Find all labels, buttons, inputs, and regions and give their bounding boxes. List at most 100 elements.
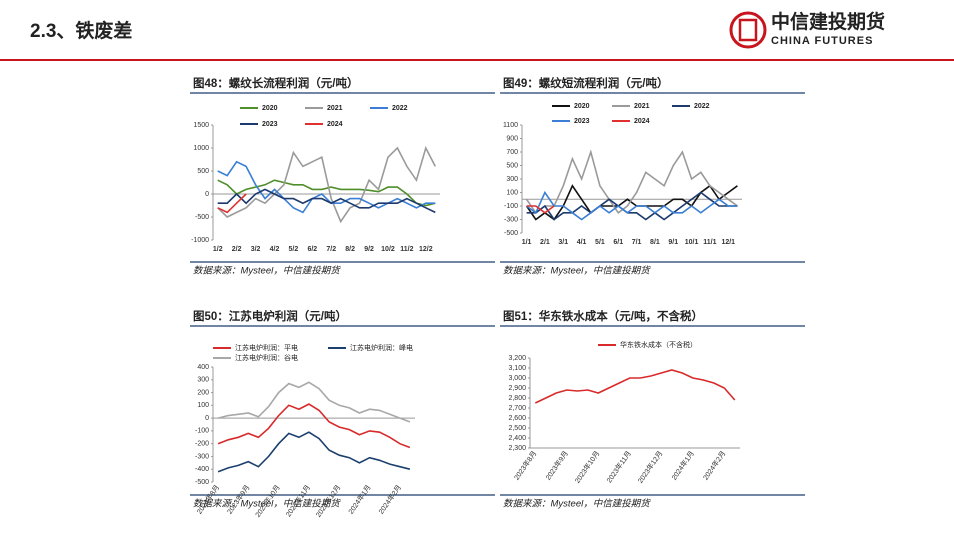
x-tick-label: 5/1: [595, 239, 605, 246]
logo: 中信建投期货 CHINA FUTURES: [729, 10, 885, 49]
legend-label: 2020: [262, 105, 278, 112]
x-tick-label: 2023年9月: [543, 449, 570, 482]
series-line: [525, 184, 738, 221]
legend-label: 2023: [574, 118, 590, 125]
y-tick-label: 2,700: [508, 405, 526, 412]
legend-label: 2024: [634, 118, 650, 125]
legend-label: 2024: [327, 121, 343, 128]
y-tick-label: 100: [197, 402, 209, 409]
x-tick-label: 2024年2月: [701, 449, 728, 482]
x-tick-label: 2024年1月: [346, 483, 373, 516]
series-line: [217, 381, 411, 423]
legend-label: 华东铁水成本（不含税）: [620, 340, 697, 349]
series-line: [526, 190, 738, 221]
y-tick-label: 2,800: [508, 395, 526, 402]
x-tick-label: 3/1: [558, 239, 568, 246]
x-tick-label: 1/2: [213, 246, 223, 253]
legend-label: 江苏电炉利润：峰电: [350, 343, 413, 352]
source: 数据来源：Mysteel，中信建投期货: [193, 498, 341, 510]
y-tick-label: 0: [205, 191, 209, 198]
x-tick-label: 7/1: [632, 239, 642, 246]
x-tick-label: 1/1: [522, 239, 532, 246]
x-tick-label: 12/2: [419, 246, 433, 253]
y-tick-label: 0: [205, 415, 209, 422]
x-tick-label: 5/2: [289, 246, 299, 253]
legend-label: 2020: [574, 103, 590, 110]
y-tick-label: 500: [197, 168, 209, 175]
y-tick-label: 3,200: [508, 355, 526, 362]
x-tick-label: 8/2: [345, 246, 355, 253]
logo-mark: [738, 18, 758, 42]
x-tick-label: 12/1: [721, 239, 735, 246]
y-tick-label: 900: [506, 135, 518, 142]
x-tick-label: 4/1: [577, 239, 587, 246]
y-tick-label: -300: [504, 216, 518, 223]
x-tick-label: 2/2: [232, 246, 242, 253]
x-tick-label: 7/2: [326, 246, 336, 253]
source: 数据来源：Mysteel，中信建投期货: [193, 265, 341, 277]
x-tick-label: 11/1: [703, 239, 716, 246]
logo-cn: 中信建投期货: [771, 10, 885, 33]
legend-label: 2022: [392, 105, 408, 112]
x-tick-label: 9/2: [364, 246, 374, 253]
y-tick-label: -100: [195, 428, 209, 435]
y-tick-label: 700: [506, 149, 518, 156]
legend-label: 江苏电炉利润：平电: [235, 343, 298, 352]
slide-title: 2.3、铁废差: [30, 19, 132, 42]
y-tick-label: 1000: [193, 145, 209, 152]
y-tick-label: -1000: [191, 237, 209, 244]
x-tick-label: 2023年11月: [604, 449, 633, 484]
y-tick-label: 2,500: [508, 425, 526, 432]
x-tick-label: 2024年2月: [376, 483, 403, 516]
x-tick-label: 6/1: [613, 239, 623, 246]
x-tick-label: 10/2: [381, 246, 395, 253]
logo-en: CHINA FUTURES: [771, 35, 873, 47]
y-tick-label: 2,300: [508, 445, 526, 452]
series-line: [526, 191, 738, 221]
y-tick-label: 3,100: [508, 365, 526, 372]
chart-title: 图51：华东铁水成本（元/吨，不含税）: [503, 309, 703, 323]
legend-label: 2021: [327, 105, 343, 112]
y-tick-label: -500: [195, 214, 209, 221]
y-tick-label: 1100: [503, 122, 518, 129]
series-line: [217, 179, 436, 207]
logo-ring: [729, 11, 767, 49]
y-tick-label: 3,000: [508, 375, 526, 382]
series-line: [534, 369, 736, 404]
y-tick-label: 2,600: [508, 415, 526, 422]
y-tick-label: -200: [195, 441, 209, 448]
y-tick-label: 2,400: [508, 435, 526, 442]
y-tick-label: 1500: [193, 122, 209, 129]
series-line: [217, 431, 411, 473]
series-line: [217, 403, 411, 449]
x-tick-label: 4/2: [270, 246, 280, 253]
x-tick-label: 9/1: [668, 239, 678, 246]
x-tick-label: 2023年12月: [636, 449, 665, 485]
y-tick-label: 500: [506, 162, 518, 169]
series-line: [217, 145, 437, 224]
chart-title: 图49：螺纹短流程利润（元/吨）: [503, 76, 669, 90]
y-tick-label: 300: [506, 176, 518, 183]
y-tick-label: -400: [195, 466, 209, 473]
y-tick-label: -500: [195, 479, 209, 486]
y-tick-label: 300: [197, 377, 209, 384]
series-line: [217, 193, 247, 214]
y-tick-label: -100: [504, 203, 518, 210]
source: 数据来源：Mysteel，中信建投期货: [503, 265, 651, 277]
series-line: [525, 149, 738, 214]
series-line: [217, 160, 436, 214]
x-tick-label: 3/2: [251, 246, 261, 253]
legend-label: 江苏电炉利润：谷电: [235, 353, 298, 362]
x-tick-label: 11/2: [400, 246, 413, 253]
y-tick-label: 200: [197, 389, 209, 396]
x-tick-label: 2024年1月: [669, 449, 696, 482]
series-line: [526, 205, 555, 214]
x-tick-label: 6/2: [307, 246, 317, 253]
x-tick-label: 8/1: [650, 239, 660, 246]
x-tick-label: 2/1: [540, 239, 550, 246]
chart-title: 图50：江苏电炉利润（元/吨）: [193, 309, 347, 323]
y-tick-label: 100: [506, 189, 518, 196]
series-line: [217, 188, 436, 214]
y-tick-label: -300: [195, 453, 209, 460]
